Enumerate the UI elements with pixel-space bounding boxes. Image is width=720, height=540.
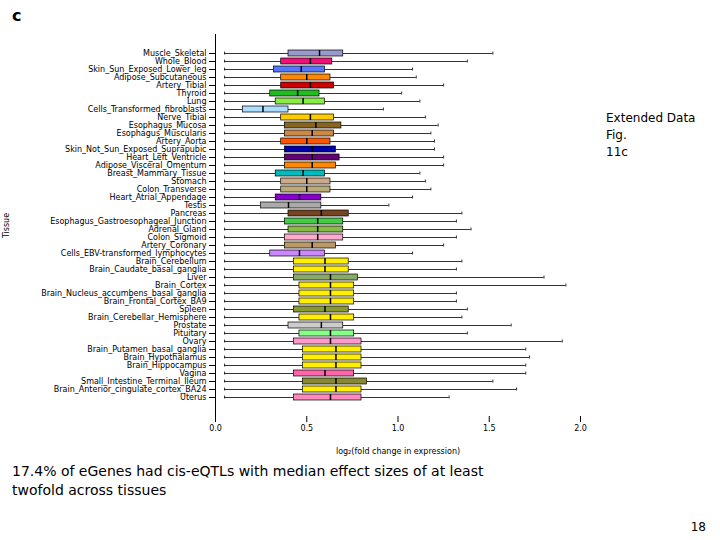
svg-text:Cells_Transformed_fibroblasts: Cells_Transformed_fibroblasts xyxy=(87,105,207,115)
svg-text:Ovary: Ovary xyxy=(182,337,207,347)
svg-text:Breast_Mammary_Tissue: Breast_Mammary_Tissue xyxy=(107,169,207,179)
svg-text:Adrenal_Gland: Adrenal_Gland xyxy=(148,225,207,235)
html-text:c: c xyxy=(12,6,22,25)
svg-text:Skin_Sun_Exposed_Lower_leg: Skin_Sun_Exposed_Lower_leg xyxy=(88,65,207,75)
svg-text:Esophagus_Mucosa: Esophagus_Mucosa xyxy=(128,121,207,131)
svg-text:log₂(fold change in expression: log₂(fold change in expression) xyxy=(336,447,460,456)
svg-text:Lung: Lung xyxy=(187,97,207,107)
svg-text:0.0: 0.0 xyxy=(209,424,222,433)
svg-text:Skin_Not_Sun_Exposed_Suprapubi: Skin_Not_Sun_Exposed_Suprapubic xyxy=(65,145,207,155)
svg-text:Brain_Cerebellum: Brain_Cerebellum xyxy=(135,257,207,267)
svg-text:Pancreas: Pancreas xyxy=(170,209,207,219)
svg-text:Esophagus_Muscularis: Esophagus_Muscularis xyxy=(116,129,207,139)
svg-text:Artery_Coronary: Artery_Coronary xyxy=(141,241,207,251)
svg-text:Brain_Hippocampus: Brain_Hippocampus xyxy=(126,361,207,371)
svg-text:Testis: Testis xyxy=(184,201,207,211)
svg-text:2.0: 2.0 xyxy=(574,424,587,433)
svg-text:Liver: Liver xyxy=(186,273,207,283)
svg-text:Adipose_Subcutaneous: Adipose_Subcutaneous xyxy=(113,73,207,83)
html-text:Extended Data Fig. 11c: Extended Data Fig. 11c xyxy=(606,111,696,159)
svg-text:Muscle_Skeletal: Muscle_Skeletal xyxy=(143,49,207,59)
svg-text:1.0: 1.0 xyxy=(392,424,405,433)
svg-text:Colon_Sigmoid: Colon_Sigmoid xyxy=(147,233,207,243)
html-text:18: 18 xyxy=(690,520,706,534)
svg-text:Colon_Transverse: Colon_Transverse xyxy=(136,185,207,195)
svg-text:Uterus: Uterus xyxy=(180,393,206,402)
svg-text:Brain_Putamen_basal_ganglia: Brain_Putamen_basal_ganglia xyxy=(87,345,207,355)
svg-text:Artery_Tibial: Artery_Tibial xyxy=(156,81,207,91)
svg-text:Brain_Hypothalamus: Brain_Hypothalamus xyxy=(123,353,207,363)
svg-text:Brain_Nucleus_accumbens_basal_: Brain_Nucleus_accumbens_basal_ganglia xyxy=(41,289,207,299)
svg-text:Brain_Caudate_basal_ganglia: Brain_Caudate_basal_ganglia xyxy=(89,265,207,275)
svg-text:Brain_Anterior_cingulate_corte: Brain_Anterior_cingulate_cortex_BA24 xyxy=(53,385,207,395)
svg-text:Artery_Aorta: Artery_Aorta xyxy=(156,137,207,147)
svg-text:Adipose_Visceral_Omentum: Adipose_Visceral_Omentum xyxy=(95,161,207,171)
svg-text:Small_Intestine_Terminal_Ileum: Small_Intestine_Terminal_Ileum xyxy=(81,377,207,387)
svg-text:Nerve_Tibial: Nerve_Tibial xyxy=(157,113,207,123)
svg-text:1.5: 1.5 xyxy=(483,424,496,433)
svg-text:Tissue: Tissue xyxy=(2,213,11,239)
svg-text:Cells_EBV-transformed_lymphocy: Cells_EBV-transformed_lymphocytes xyxy=(60,249,207,259)
svg-text:Heart_Left_Ventricle: Heart_Left_Ventricle xyxy=(126,153,207,163)
svg-text:Brain_Cortex: Brain_Cortex xyxy=(155,281,207,291)
svg-text:0.5: 0.5 xyxy=(300,424,313,433)
svg-text:Brain_Cerebellar_Hemisphere: Brain_Cerebellar_Hemisphere xyxy=(88,313,207,323)
svg-text:Pituitary: Pituitary xyxy=(173,329,207,339)
svg-text:Prostate: Prostate xyxy=(173,321,207,331)
svg-text:Spleen: Spleen xyxy=(179,305,207,315)
svg-text:Whole_Blood: Whole_Blood xyxy=(154,57,207,67)
svg-text:Heart_Atrial_Appendage: Heart_Atrial_Appendage xyxy=(109,193,207,203)
svg-text:Stomach: Stomach xyxy=(171,177,207,187)
html-text:17.4% of eGenes had cis-eQTLs: 17.4% of eGenes had cis-eQTLs with media… xyxy=(12,463,484,498)
svg-text:Brain_Frontal_Cortex_BA9: Brain_Frontal_Cortex_BA9 xyxy=(103,297,207,307)
svg-text:Thyroid: Thyroid xyxy=(176,89,207,99)
svg-text:Esophagus_Gastroesophageal_Jun: Esophagus_Gastroesophageal_Junction xyxy=(50,217,207,227)
svg-text:Vagina: Vagina xyxy=(179,369,207,379)
